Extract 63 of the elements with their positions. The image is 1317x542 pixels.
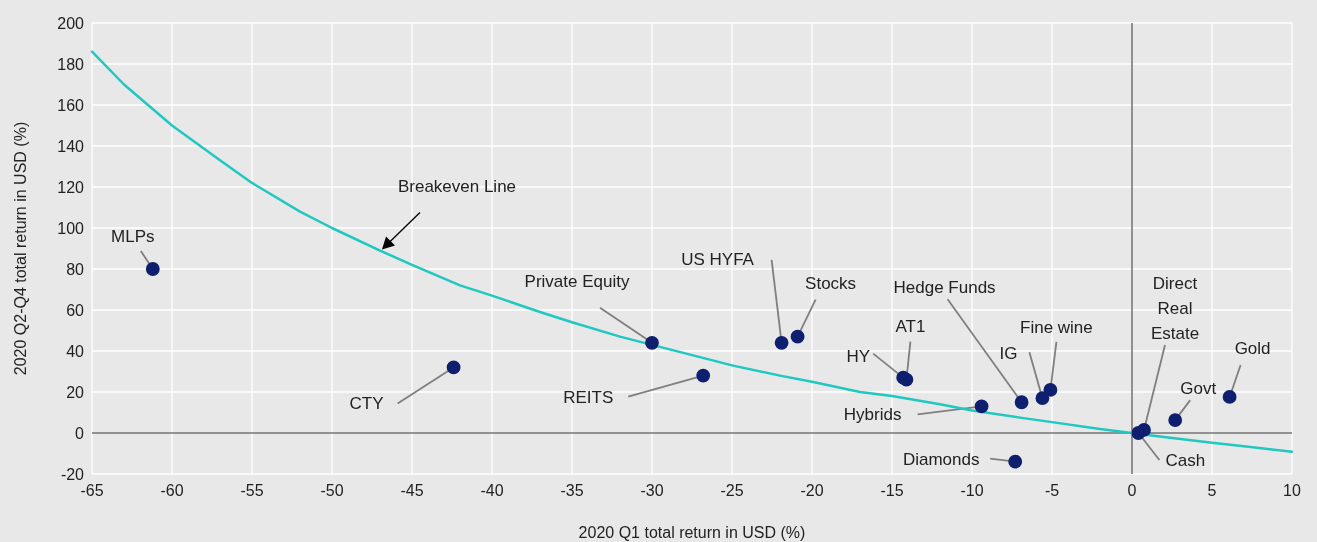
annotation: Direct Real Estate [1150, 273, 1200, 343]
point [790, 329, 805, 344]
point [1222, 390, 1237, 404]
x-axis-title: 2020 Q1 total return in USD (%) [578, 524, 806, 541]
x-tick-label: -60 [160, 482, 184, 499]
x-tick-label: -40 [480, 482, 504, 499]
point [1043, 383, 1058, 397]
point [446, 360, 461, 375]
annotation: Private Equity [524, 271, 630, 291]
x-tick-label: -10 [960, 482, 984, 499]
x-tick-label: -25 [720, 482, 744, 499]
y-tick-label: 140 [57, 138, 85, 155]
x-tick-label: -30 [640, 482, 664, 499]
y-tick-label: 80 [66, 261, 85, 278]
x-tick-label: -65 [80, 482, 104, 499]
point [1014, 395, 1029, 410]
point [145, 262, 160, 276]
x-tick-label: -5 [1044, 482, 1060, 499]
annotation: HY [846, 346, 871, 366]
x-tick-label: -35 [560, 482, 584, 499]
y-tick-label: 160 [57, 97, 85, 114]
annotation: REITS [563, 387, 614, 407]
point [1035, 391, 1050, 406]
x-tick-label: -15 [880, 482, 904, 499]
point [1131, 426, 1146, 440]
point [774, 335, 789, 350]
annotation: Govt [1180, 379, 1217, 399]
y-tick-label: 60 [66, 302, 85, 319]
y-tick-label: 40 [66, 343, 85, 360]
line-series [90, 50, 1294, 453]
y-tick-label: 120 [57, 179, 85, 196]
annotation: IG [999, 344, 1018, 364]
x-tick-label: -20 [800, 482, 824, 499]
point [645, 335, 659, 350]
x-tick-label: -50 [320, 482, 344, 499]
x-tick-label: -55 [240, 482, 264, 499]
y-tick-label: -20 [60, 466, 85, 483]
annotation: AT1 [895, 316, 926, 336]
y-tick-label: 100 [57, 220, 85, 237]
y-tick-label: 0 [75, 425, 85, 442]
annotation: Fine wine [1020, 317, 1093, 337]
annotation: Diamonds [902, 449, 980, 469]
annotation: US HYFA [681, 249, 755, 269]
x-tick-label: -45 [400, 482, 424, 499]
point [1168, 413, 1183, 427]
x-tick-label: 10 [1283, 482, 1301, 499]
annotation: CTY [349, 394, 384, 414]
y-tick-label: 20 [66, 384, 85, 401]
point [696, 368, 711, 383]
annotation: Hedge Funds [893, 278, 996, 298]
y-axis-title: 2020 Q2-Q4 total return in USD (%) [12, 121, 29, 376]
x-tick-label: 0 [1127, 482, 1137, 499]
x-tick-label: 5 [1207, 482, 1217, 499]
point [974, 399, 989, 414]
text: Breakeven Line [397, 176, 517, 196]
annotation: MLPs [111, 227, 155, 246]
point [1008, 454, 1023, 469]
annotation: Gold [1234, 338, 1271, 358]
y-tick-label: 180 [57, 56, 85, 73]
annotation: Stocks [805, 273, 857, 293]
annotation: Cash [1165, 451, 1206, 470]
annotation: Hybrids [843, 405, 902, 425]
y-tick-label: 200 [57, 15, 85, 32]
